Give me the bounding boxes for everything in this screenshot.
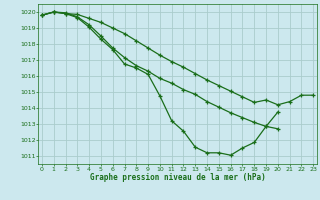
X-axis label: Graphe pression niveau de la mer (hPa): Graphe pression niveau de la mer (hPa) xyxy=(90,173,266,182)
